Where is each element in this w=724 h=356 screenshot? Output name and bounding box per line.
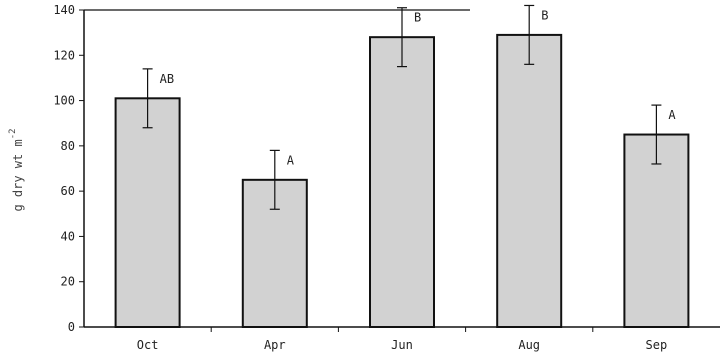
bar-aug <box>496 33 563 329</box>
category-label-jun: Jun <box>391 338 413 352</box>
category-label-sep: Sep <box>646 338 668 352</box>
category-label-oct: Oct <box>137 338 159 352</box>
y-tick-label: 60 <box>61 184 75 198</box>
bar-oct <box>114 97 181 328</box>
y-tick-label: 20 <box>61 275 75 289</box>
y-axis-label: g dry wt m-2 <box>8 128 25 211</box>
y-tick-label: 80 <box>61 139 75 153</box>
x-categories: Oct Apr Jun Aug Sep <box>137 327 667 352</box>
significance-label-oct: AB <box>160 72 174 86</box>
significance-label-sep: A <box>668 108 676 122</box>
bars <box>114 33 690 329</box>
bar-jun <box>369 36 435 329</box>
y-tick-label: 100 <box>53 94 75 108</box>
category-label-aug: Aug <box>518 338 540 352</box>
y-tick-label: 140 <box>53 3 75 17</box>
significance-label-aug: B <box>541 8 548 22</box>
y-ticks: 0 20 40 60 80 100 120 140 <box>53 3 84 334</box>
y-tick-label: 40 <box>61 229 75 243</box>
significance-label-jun: B <box>414 11 421 25</box>
y-tick-label: 0 <box>68 320 75 334</box>
y-tick-label: 120 <box>53 48 75 62</box>
category-label-apr: Apr <box>264 338 286 352</box>
significance-label-apr: A <box>287 153 295 167</box>
error-bars <box>142 4 662 210</box>
